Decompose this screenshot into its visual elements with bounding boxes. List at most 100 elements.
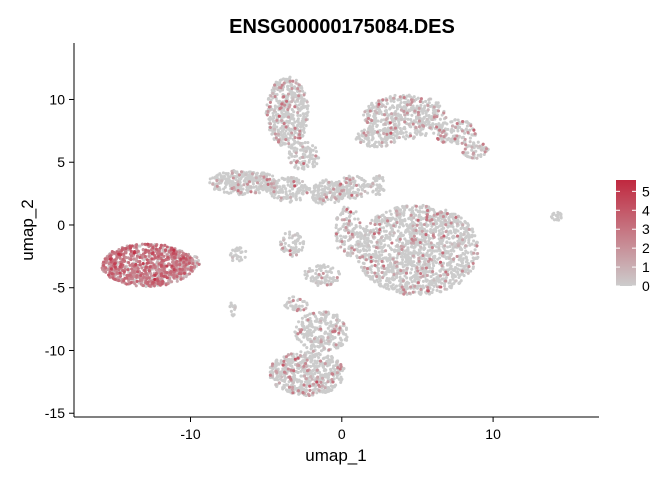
cell-point — [265, 103, 269, 107]
cell-point — [369, 185, 373, 189]
cell-point — [456, 244, 460, 248]
cell-point — [288, 200, 292, 204]
cell-point — [281, 177, 285, 181]
cell-point — [295, 352, 299, 356]
cell-point — [458, 220, 462, 224]
cell-point — [315, 264, 319, 269]
cell-point — [397, 98, 401, 102]
cell-point — [221, 171, 225, 175]
cell-point — [461, 223, 465, 227]
cell-point — [290, 131, 294, 135]
cell-point — [383, 127, 387, 131]
cell-point — [409, 277, 413, 281]
cell-point — [291, 194, 295, 198]
cell-point — [334, 226, 338, 230]
cell-point — [431, 288, 435, 292]
cell-point — [313, 189, 317, 193]
cell-point — [140, 242, 144, 246]
cell-point — [362, 178, 366, 182]
cell-point — [393, 277, 397, 281]
cell-point — [368, 126, 373, 130]
cell-point — [289, 246, 293, 250]
cell-point — [269, 182, 273, 186]
cell-point — [401, 131, 405, 135]
cell-point — [315, 162, 319, 166]
cell-point — [269, 191, 273, 195]
cell-point — [467, 227, 471, 231]
cell-point — [272, 87, 277, 91]
cell-point — [233, 306, 237, 310]
cell-point — [416, 96, 420, 100]
cell-point — [357, 260, 361, 264]
cell-point — [430, 251, 434, 255]
cell-point — [313, 372, 317, 376]
cell-point — [351, 176, 355, 181]
cell-point — [317, 267, 322, 271]
cell-point — [350, 186, 354, 190]
cell-point — [278, 78, 282, 82]
cell-point — [410, 267, 414, 271]
cell-point — [353, 217, 357, 221]
cell-point — [330, 355, 334, 359]
cell-point — [464, 249, 468, 253]
cell-point — [383, 271, 387, 275]
cell-point — [345, 338, 349, 342]
cell-point — [432, 264, 436, 268]
cell-point — [396, 269, 400, 273]
cell-point — [324, 314, 328, 319]
cell-point — [307, 393, 311, 398]
cell-point — [286, 176, 290, 180]
cell-point — [476, 140, 480, 144]
cell-point — [446, 245, 450, 249]
cell-point — [272, 186, 276, 190]
cell-point — [388, 209, 392, 213]
cell-point — [453, 274, 458, 279]
cell-point — [329, 320, 333, 324]
cell-point — [400, 254, 405, 258]
cell-point — [292, 142, 296, 146]
cell-point — [341, 242, 345, 246]
cell-point — [419, 128, 423, 132]
cell-point — [344, 226, 348, 230]
cell-point — [313, 387, 318, 391]
cell-point — [438, 274, 443, 278]
cell-point — [407, 217, 411, 221]
cell-point — [330, 324, 334, 328]
cell-point — [374, 215, 378, 219]
cell-point — [274, 376, 278, 380]
cell-point — [309, 190, 313, 194]
cell-point — [356, 132, 360, 136]
cell-point — [355, 254, 359, 258]
cell-point — [309, 340, 313, 344]
cell-point — [448, 279, 452, 283]
cell-point — [422, 243, 426, 247]
cell-point — [392, 105, 396, 110]
cell-point — [300, 179, 305, 184]
cell-point — [375, 178, 379, 183]
cell-point — [345, 191, 349, 195]
cell-point — [239, 190, 243, 194]
cell-point — [398, 103, 402, 107]
cell-point — [424, 204, 428, 208]
cell-point — [359, 192, 363, 196]
cell-point — [356, 242, 360, 246]
cell-point — [434, 229, 438, 233]
cell-point — [284, 196, 289, 201]
cell-point — [331, 183, 335, 187]
cell-point — [326, 380, 330, 384]
cell-point — [315, 319, 319, 323]
cell-point — [252, 185, 256, 189]
cell-point — [409, 256, 413, 260]
cell-point — [329, 270, 334, 275]
cell-point — [384, 236, 388, 240]
cell-point — [343, 192, 347, 197]
cell-point — [382, 113, 387, 117]
cell-point — [311, 343, 315, 347]
cell-point — [277, 100, 281, 104]
cell-point — [275, 362, 280, 366]
cell-point — [132, 257, 136, 261]
cell-point — [330, 388, 334, 392]
cell-point — [411, 274, 415, 278]
cell-point — [270, 132, 274, 136]
cell-point — [470, 145, 474, 149]
